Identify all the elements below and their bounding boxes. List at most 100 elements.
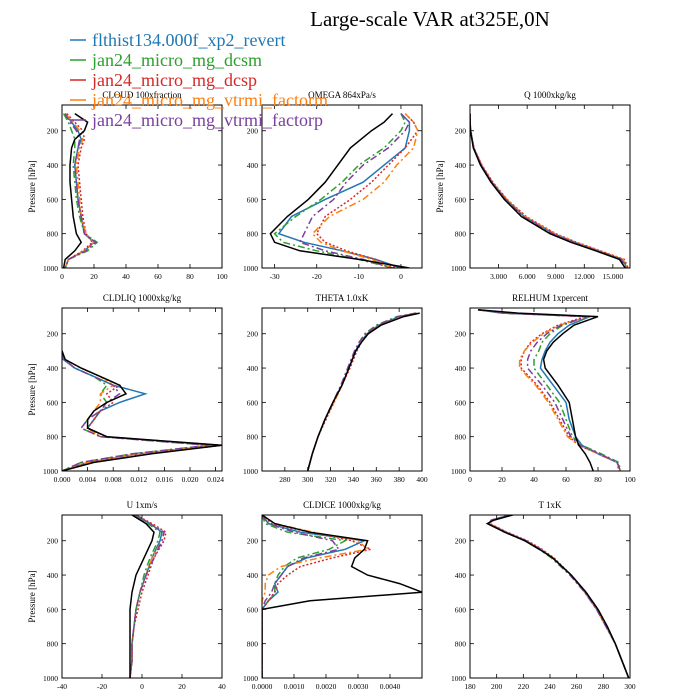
legend-item: jan24_micro_mg_vtrmi_factorp [70,110,323,130]
series-jan24-micro-mg-vtrmi-factorp-line [298,113,411,268]
y-tick-label: 600 [455,195,467,204]
x-tick-label: 0.000 [54,475,71,484]
x-tick-label: 20 [498,475,506,484]
y-tick-label: 600 [455,398,467,407]
y-tick-label: 200 [47,330,59,339]
x-tick-label: 60 [154,272,162,281]
panel-title: RELHUM 1xpercent [512,293,588,303]
panel-title: CLDICE 1000xkg/kg [303,500,381,510]
y-tick-label: 600 [47,605,59,614]
series-flthist134-000f-xp2-revert-line [129,515,163,678]
legend-label: jan24_micro_mg_dcsm [91,50,262,70]
series-jan24-micro-mg-vtrmi-factorm-line [489,515,630,678]
y-tick-label: 600 [247,398,259,407]
y-tick-label: 400 [247,364,259,373]
y-tick-label: 200 [455,537,467,546]
series-jan24-micro-mg-dcsm-line [306,312,417,471]
series-reference-line [262,515,422,678]
x-tick-label: -40 [57,682,67,691]
panel-1: 0 20 40 60 80 100 200 400 600 800 1000 CLOUD 100xfr… [27,90,228,281]
x-tick-label: -20 [312,272,322,281]
figure-title: Large-scale VAR at325E,0N [310,7,550,31]
x-tick-label: 0.020 [182,475,199,484]
y-tick-label: 200 [247,330,259,339]
y-tick-label: 600 [247,195,259,204]
series-jan24-micro-mg-dcsm-line [487,515,630,678]
series-jan24-micro-mg-vtrmi-factorm-line [129,515,165,678]
series-reference-line [306,312,420,471]
series-jan24-micro-mg-dcsm-line [262,515,348,678]
series-jan24-micro-mg-vtrmi-factorp-line [470,113,627,268]
x-tick-label: 0 [140,682,144,691]
x-tick-label: 80 [594,475,602,484]
plot-frame [61,104,223,269]
legend-label: jan24_micro_mg_dcsp [91,70,257,90]
panel-title: U 1xm/s [127,500,158,510]
series-jan24-micro-mg-vtrmi-factorm-line [311,113,419,268]
y-tick-label: 400 [247,571,259,580]
panel-title: CLDLIQ 1000xkg/kg [103,293,182,303]
series-reference-line [62,350,222,471]
panel-9: 180 200 220 240 260 280 300 200 400 600 800 1000 T 1… [451,500,636,691]
series-jan24-micro-mg-vtrmi-factorp-line [477,308,622,471]
series-jan24-micro-mg-dcsp-line [262,515,374,678]
y-tick-label: 200 [247,127,259,136]
x-tick-label: 0.0030 [348,682,369,691]
x-tick-label: 0.012 [130,475,147,484]
series-jan24-micro-mg-vtrmi-factorm-line [64,113,96,268]
x-tick-label: -20 [97,682,107,691]
panel-4: 0.000 0.004 0.008 0.012 0.016 0.020 0.024 200 40… [27,293,224,484]
y-tick-label: 1000 [243,467,258,476]
x-tick-label: 15.000 [603,272,624,281]
series-jan24-micro-mg-dcsm-line [273,113,407,268]
y-tick-label: 400 [47,571,59,580]
y-tick-label: 600 [455,605,467,614]
panel-title: T 1xK [538,500,562,510]
series-reference-line [477,308,599,471]
y-tick-label: 1000 [451,467,466,476]
series-jan24-micro-mg-dcsm-line [470,113,627,268]
y-axis-label: Pressure [hPa] [27,363,37,415]
plot-frame [469,514,631,679]
series-jan24-micro-mg-vtrmi-factorm-line [477,308,622,471]
legend: flthist134.000f_xp2_revertjan24_micro_mg… [70,30,328,130]
x-tick-label: 400 [416,475,428,484]
panel-title: CLOUD 100xfraction [102,90,182,100]
x-tick-label: 0 [399,272,403,281]
series-flthist134-000f-xp2-revert-line [277,113,411,268]
y-tick-label: 1000 [243,264,258,273]
legend-item: jan24_micro_mg_dcsm [70,50,262,70]
x-tick-label: 40 [218,682,226,691]
x-tick-label: 320 [325,475,337,484]
series-reference-line [269,113,410,268]
legend-item: jan24_micro_mg_vtrmi_factorm [70,90,328,110]
series-reference-line [470,113,626,268]
y-tick-label: 200 [47,537,59,546]
y-tick-label: 400 [47,161,59,170]
y-tick-label: 200 [455,330,467,339]
y-tick-label: 800 [455,640,467,649]
plot-frame [469,104,631,269]
panel-8: 0.0000 0.0010 0.0020 0.0030 0.0040 200 400 600 8… [243,500,423,691]
y-axis-label: Pressure [hPa] [27,570,37,622]
x-tick-label: 280 [279,475,291,484]
y-tick-label: 200 [247,537,259,546]
x-tick-label: 20 [178,682,186,691]
x-tick-label: 3.000 [490,272,507,281]
panel-7: -40 -20 0 20 40 200 400 600 800 1000 U 1xm/s Pressu… [27,500,226,691]
plot-frame [61,307,223,472]
series-jan24-micro-mg-vtrmi-factorp-line [64,113,97,268]
legend-label: jan24_micro_mg_vtrmi_factorp [91,110,323,130]
plot-frame [261,307,423,472]
x-tick-label: 220 [518,682,530,691]
x-tick-label: 300 [624,682,636,691]
y-tick-label: 200 [455,127,467,136]
x-tick-label: 100 [624,475,636,484]
y-tick-label: 800 [455,230,467,239]
series-flthist134-000f-xp2-revert-line [470,113,628,268]
y-axis-label: Pressure [hPa] [27,160,37,212]
y-tick-label: 400 [47,364,59,373]
x-tick-label: 0.004 [79,475,96,484]
series-jan24-micro-mg-dcsm-line [129,515,161,678]
series-flthist134-000f-xp2-revert-line [487,515,630,678]
